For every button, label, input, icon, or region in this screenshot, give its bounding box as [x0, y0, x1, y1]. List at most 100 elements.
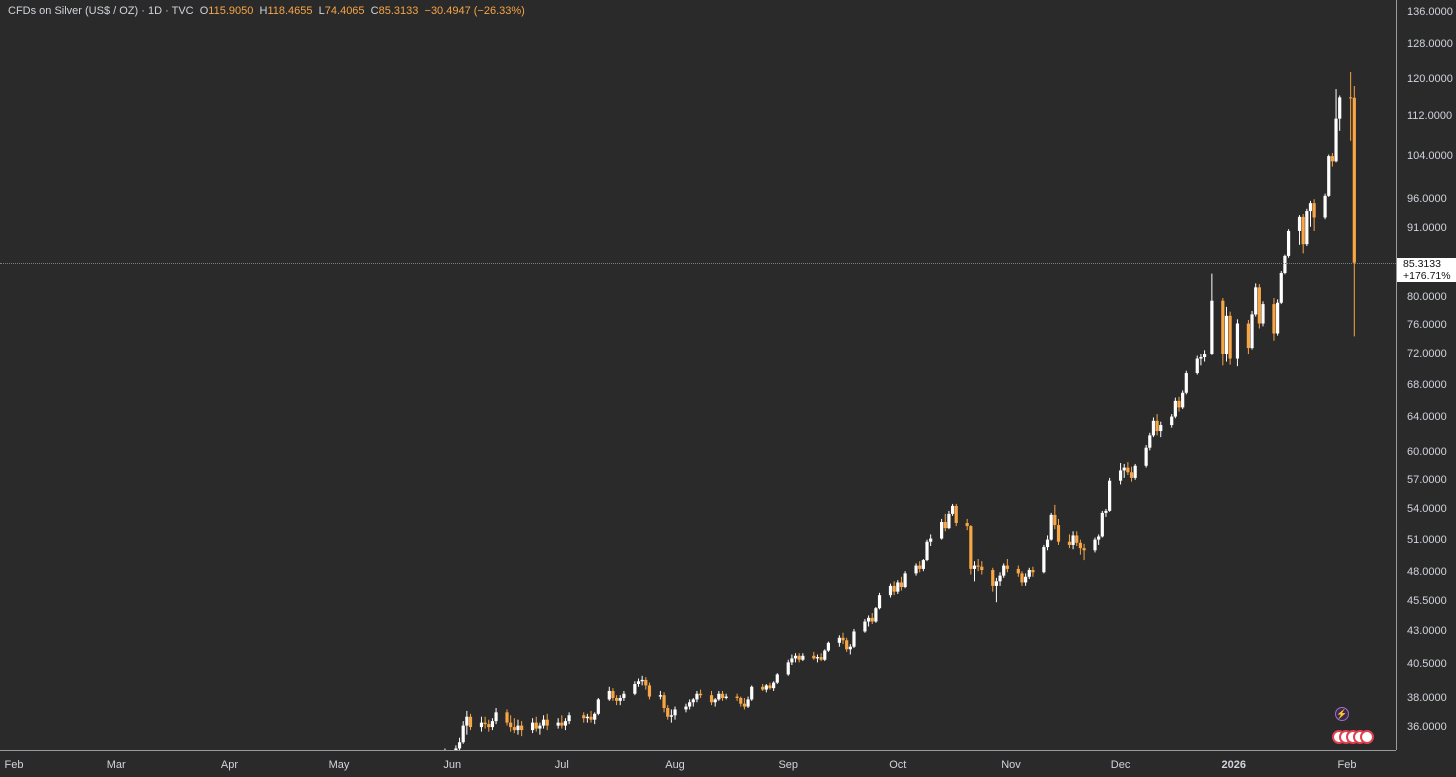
- candle-body: [1279, 272, 1283, 303]
- price-tick-label: 128.0000: [1407, 38, 1453, 51]
- price-tick-label: 51.0000: [1407, 533, 1447, 546]
- candle: [1338, 95, 1342, 131]
- candle: [1118, 463, 1123, 485]
- candle-body: [1221, 300, 1225, 355]
- candle: [1067, 534, 1072, 549]
- legend-open-key: O: [199, 5, 209, 17]
- candle: [954, 503, 958, 527]
- candle-body: [991, 570, 995, 586]
- candle-body: [1031, 570, 1035, 573]
- candle-body: [1002, 565, 1006, 576]
- time-axis[interactable]: Feb Mar Apr May Jun Jul Aug Sep Oct Nov Dec 2026 Feb: [0, 750, 1396, 777]
- candle-body: [1349, 97, 1353, 99]
- candle-body: [837, 637, 841, 643]
- candle-body: [567, 715, 571, 722]
- candle-body: [487, 724, 491, 728]
- candle-body: [1151, 420, 1156, 436]
- candle: [764, 684, 768, 693]
- legend-close-value: 85.3133: [378, 5, 419, 17]
- time-tick-label: Oct: [889, 759, 907, 771]
- lightning-icon[interactable]: ⚡: [1335, 707, 1349, 721]
- candle: [695, 690, 699, 703]
- candle: [950, 503, 955, 516]
- candle-body: [1352, 97, 1356, 263]
- candle-body: [607, 690, 611, 700]
- candle-body: [457, 742, 462, 749]
- candle: [1159, 421, 1163, 438]
- legend-low-key: L: [318, 5, 325, 17]
- candle-body: [1257, 287, 1261, 324]
- candle-body: [658, 695, 663, 697]
- candle: [644, 677, 648, 690]
- candle: [1184, 370, 1188, 395]
- candle-body: [1177, 400, 1181, 408]
- candle: [1126, 462, 1130, 476]
- candle-body: [965, 523, 969, 527]
- candle-body: [896, 582, 900, 592]
- candle: [812, 651, 816, 660]
- candle-body: [673, 709, 677, 716]
- candle-body: [1305, 211, 1309, 245]
- candle: [461, 721, 465, 744]
- candle-body: [516, 725, 520, 731]
- candle: [1327, 154, 1331, 197]
- candle: [940, 518, 944, 540]
- candle: [622, 690, 626, 701]
- price-axis[interactable]: 136.0000 128.0000 120.0000 112.0000 104.0000…: [1396, 0, 1456, 750]
- time-tick-label: Feb: [4, 759, 24, 771]
- candle: [793, 653, 798, 663]
- candle: [1272, 298, 1276, 341]
- candle: [815, 654, 820, 663]
- candle: [848, 644, 852, 655]
- candle-body: [1042, 547, 1046, 573]
- legend-change: −30.4947 (−26.33%): [424, 5, 525, 17]
- chart-area[interactable]: [0, 0, 1396, 774]
- candle: [980, 561, 984, 575]
- us-flag-icon[interactable]: [1360, 730, 1374, 744]
- candle-body: [622, 693, 626, 698]
- candle-body: [1250, 314, 1254, 349]
- price-tick-label: 54.0000: [1407, 502, 1447, 515]
- legend-high-value: 118.4655: [267, 5, 313, 17]
- candle-body: [972, 565, 977, 569]
- candle: [925, 539, 929, 562]
- candle-body: [1338, 97, 1342, 119]
- candle: [691, 697, 695, 707]
- candle: [512, 718, 516, 734]
- candle-body: [929, 538, 933, 542]
- candle: [487, 719, 491, 732]
- price-tick-label: 57.0000: [1407, 473, 1447, 486]
- candle: [534, 716, 538, 732]
- legend-symbol[interactable]: CFDs on Silver (US$ / OZ) · 1D · TVC: [8, 5, 194, 17]
- candle-body: [1133, 465, 1137, 478]
- time-tick-label: Nov: [1001, 759, 1021, 771]
- candle-body: [761, 686, 765, 690]
- candle: [1330, 153, 1334, 167]
- candle: [585, 713, 589, 723]
- candle-body: [775, 674, 779, 683]
- candle: [914, 563, 918, 576]
- candle: [516, 719, 520, 735]
- candle: [494, 708, 498, 725]
- candle-body: [505, 712, 509, 723]
- legend-open-value: 115.9050: [208, 5, 254, 17]
- candle-body: [1312, 203, 1316, 218]
- candle: [1108, 477, 1112, 512]
- candle: [1323, 193, 1327, 220]
- candle-body: [1122, 467, 1126, 471]
- candle: [1297, 215, 1302, 245]
- last-price-value: 85.3133: [1403, 257, 1441, 270]
- last-price-change: +176.71%: [1403, 269, 1451, 282]
- candle: [607, 686, 611, 701]
- candle: [837, 635, 841, 647]
- candle: [538, 722, 542, 735]
- candle-body: [826, 642, 831, 651]
- candle-body: [1308, 203, 1313, 212]
- price-tick-label: 91.0000: [1407, 221, 1447, 234]
- candle-body: [724, 696, 728, 698]
- time-tick-label: Feb: [1337, 759, 1357, 771]
- candle-body: [1301, 216, 1305, 245]
- candle-body: [1027, 570, 1031, 577]
- candle-body: [921, 560, 925, 569]
- candle-body: [1104, 510, 1108, 513]
